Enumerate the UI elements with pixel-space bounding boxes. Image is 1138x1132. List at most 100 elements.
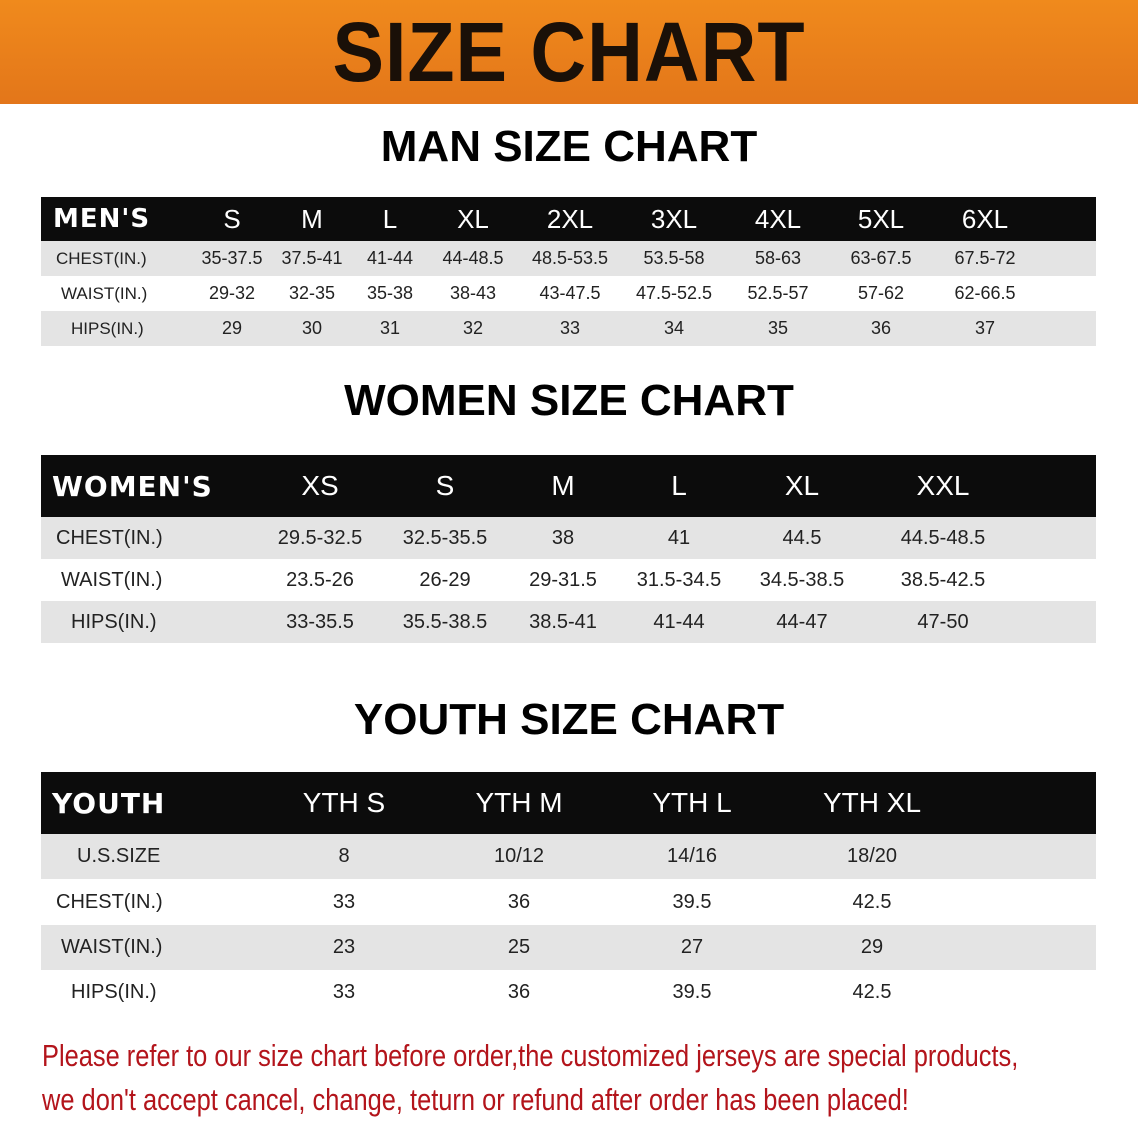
measurement-label: U.S.SIZE [77,845,161,867]
table-cell: 41-44 [366,248,414,268]
table-cell: 67.5-72 [954,248,1016,268]
table-header-row: WOMEN'S XS S M L XL XXL [41,455,1096,517]
table-cell: 44.5-48.5 [900,526,986,549]
table-cell: 39.5 [672,890,712,913]
table-cell: 47-50 [917,610,969,633]
table-cell: 32.5-35.5 [402,526,488,549]
table-cell: 41 [667,526,691,549]
table-cell: 38.5-41 [529,610,597,633]
size-header-cell: S [223,203,241,234]
table-cell: 23 [332,936,356,958]
table-cell: 34.5-38.5 [759,568,845,591]
table-cell: 62-66.5 [954,283,1016,303]
table-cell: 38.5-42.5 [900,568,986,591]
table-row: CHEST(IN.) 35-37.5 37.5-41 41-44 44-48.5 48.5… [41,241,1096,276]
size-header-cell: XL [457,203,489,234]
size-header-cell: M [301,203,323,234]
size-header-cell: S [435,470,455,501]
table-cell: 48.5-53.5 [531,248,609,268]
table-cell: 52.5-57 [747,283,809,303]
table-cell: 36 [507,890,531,913]
table-cell: 58-63 [754,248,802,268]
table-cell: 36 [870,318,892,338]
table-cell: 33 [332,890,356,913]
table-header-row: YOUTH YTH S YTH M YTH L YTH XL [41,772,1096,834]
table-cell: 38 [551,526,575,549]
table-cell: 25 [507,936,531,958]
table-cell: 36 [507,981,531,1003]
measurement-label: HIPS(IN.) [71,981,157,1003]
table-cell: 37 [974,318,996,338]
size-header-cell: YTH S [302,787,386,818]
table-cell: 33 [559,318,581,338]
size-header-cell: L [382,203,398,234]
table-cell: 10/12 [493,845,545,867]
table-cell: 44-48.5 [442,248,504,268]
size-header-cell: YTH L [652,787,732,818]
table-cell: 33 [332,981,356,1003]
table-cell: 33-35.5 [286,610,354,633]
size-header-cell: 6XL [961,203,1009,234]
table-row: HIPS(IN.) 33-35.5 35.5-38.5 38.5-41 41-44 44-… [41,601,1096,643]
measurement-label: HIPS(IN.) [71,610,157,633]
table-cell: 38-43 [449,283,497,303]
table-cell: 32-35 [288,283,336,303]
women-section-title: WOMEN SIZE CHART [344,376,794,425]
table-row: CHEST(IN.) 33 36 39.5 42.5 [41,879,1096,925]
table-cell: 29 [221,318,243,338]
size-header-cell: XL [784,470,820,501]
table-cell: 29 [860,936,884,958]
youth-section-title: YOUTH SIZE CHART [353,695,785,744]
table-row: WAIST(IN.) 23.5-26 26-29 29-31.5 31.5-34.5 34… [41,559,1096,601]
table-cell: 23.5-26 [286,568,354,591]
table-cell: 26-29 [419,568,471,591]
table-cell: 39.5 [672,981,712,1003]
size-header-cell: XXL [916,470,970,501]
notice-line-2: we don't accept cancel, change, teturn o… [42,1082,909,1117]
size-header-cell: YTH M [475,787,563,818]
table-cell: 35-37.5 [201,248,263,268]
measurement-label: WAIST(IN.) [61,568,163,591]
table-cell: 47.5-52.5 [635,283,713,303]
banner: SIZE CHART [0,0,1138,104]
table-cell: 42.5 [852,981,892,1003]
table-row: U.S.SIZE 8 10/12 14/16 18/20 [41,834,1096,879]
table-title-cell: WOMEN'S [52,469,213,503]
size-header-cell: 3XL [650,203,698,234]
table-cell: 32 [462,318,484,338]
table-cell: 35.5-38.5 [402,610,488,633]
size-header-cell: M [551,470,575,501]
table-cell: 41-44 [653,610,705,633]
measurement-label: WAIST(IN.) [61,936,163,958]
table-cell: 29-32 [208,283,256,303]
table-title-cell: MEN'S [53,204,151,234]
size-header-cell: 5XL [857,203,905,234]
size-header-cell: 2XL [546,203,594,234]
table-cell: 18/20 [846,845,898,867]
table-cell: 30 [301,318,323,338]
table-cell: 31 [379,318,401,338]
notice-line-1: Please refer to our size chart before or… [42,1038,1019,1073]
table-cell: 57-62 [857,283,905,303]
table-row: WAIST(IN.) 29-32 32-35 35-38 38-43 43-47.5 47.… [41,276,1096,311]
table-row: HIPS(IN.) 33 36 39.5 42.5 [41,970,1096,1015]
measurement-label: CHEST(IN.) [56,526,163,549]
table-title-cell: YOUTH [52,786,166,820]
table-row: HIPS(IN.) 29 30 31 32 33 34 35 36 37 [41,311,1096,346]
table-cell: 63-67.5 [850,248,912,268]
table-cell: 44.5 [782,526,822,549]
banner-title: SIZE CHART [332,5,806,99]
table-cell: 34 [663,318,685,338]
size-header-cell: 4XL [754,203,802,234]
table-row: WAIST(IN.) 23 25 27 29 [41,925,1096,970]
measurement-label: CHEST(IN.) [56,890,163,913]
measurement-label: CHEST(IN.) [56,248,147,268]
table-cell: 43-47.5 [539,283,601,303]
table-cell: 29-31.5 [529,568,597,591]
table-cell: 44-47 [776,610,828,633]
table-cell: 8 [338,845,350,867]
table-header-row: MEN'S S M L XL 2XL 3XL 4XL 5XL 6XL [41,197,1096,241]
table-cell: 31.5-34.5 [636,568,722,591]
men-section-title: MAN SIZE CHART [380,122,758,171]
size-header-cell: L [671,470,687,501]
